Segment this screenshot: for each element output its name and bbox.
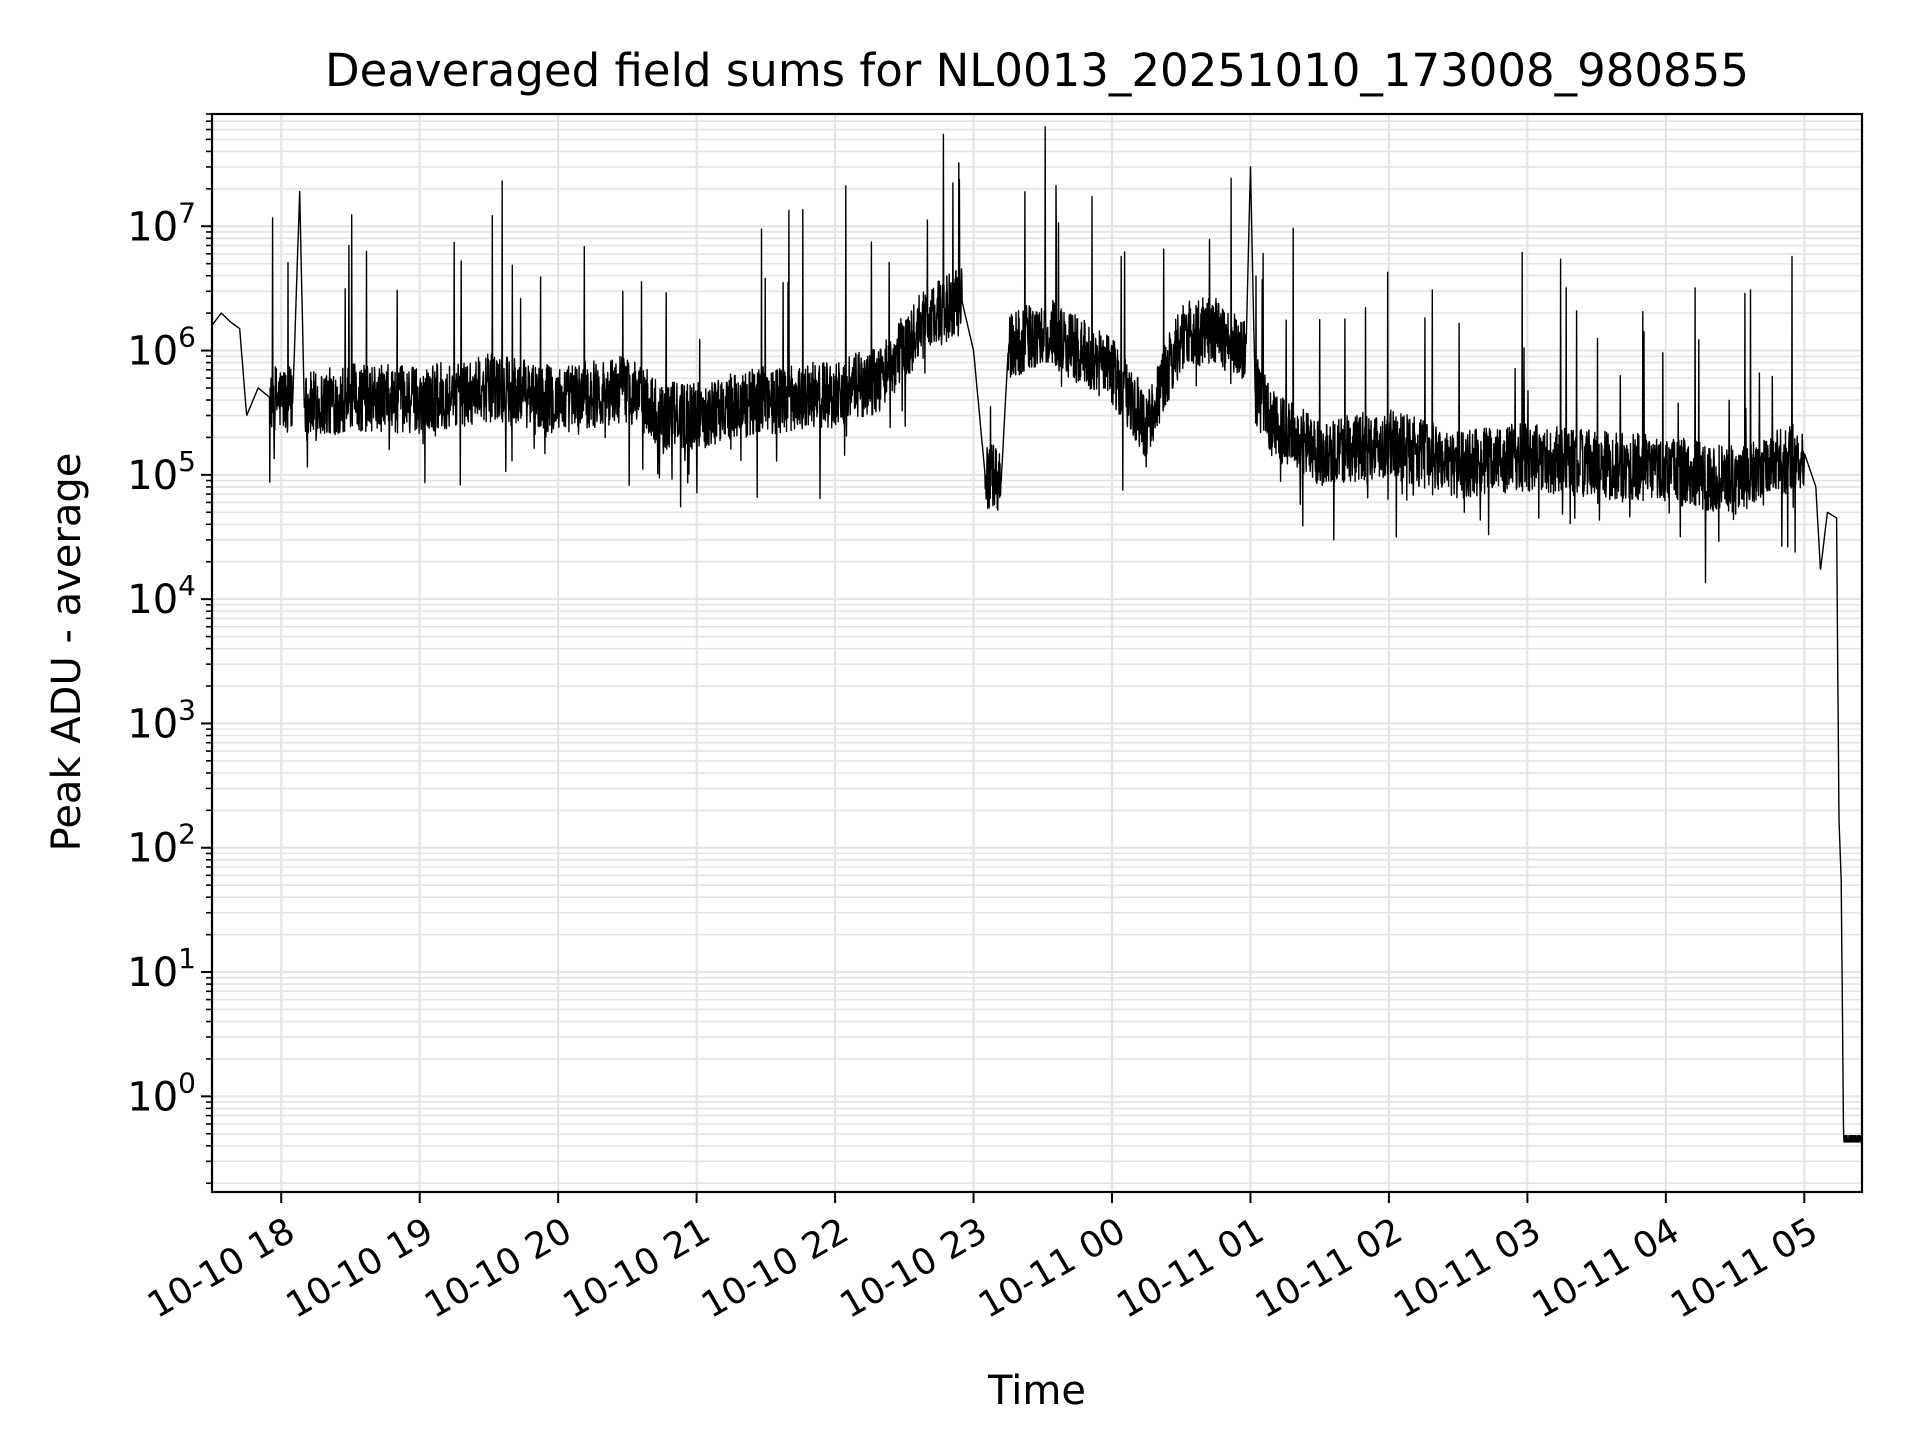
- y-tick-label: 105: [127, 445, 196, 499]
- y-tick-label: 100: [127, 1066, 196, 1120]
- series-line: [211, 126, 1863, 1143]
- y-tick-label: 106: [127, 321, 196, 375]
- x-axis-label: Time: [987, 1368, 1086, 1414]
- y-tick-label: 104: [127, 569, 196, 623]
- plot-frame: [210, 112, 1864, 1194]
- y-tick-label: 107: [127, 196, 196, 250]
- y-tick-label: 103: [127, 693, 196, 747]
- chart-title: Deaveraged field sums for NL0013_2025101…: [325, 44, 1749, 97]
- y-tick-label: 102: [127, 818, 196, 872]
- y-axis-label: Peak ADU - average: [44, 453, 90, 852]
- y-tick-label: 101: [127, 942, 196, 996]
